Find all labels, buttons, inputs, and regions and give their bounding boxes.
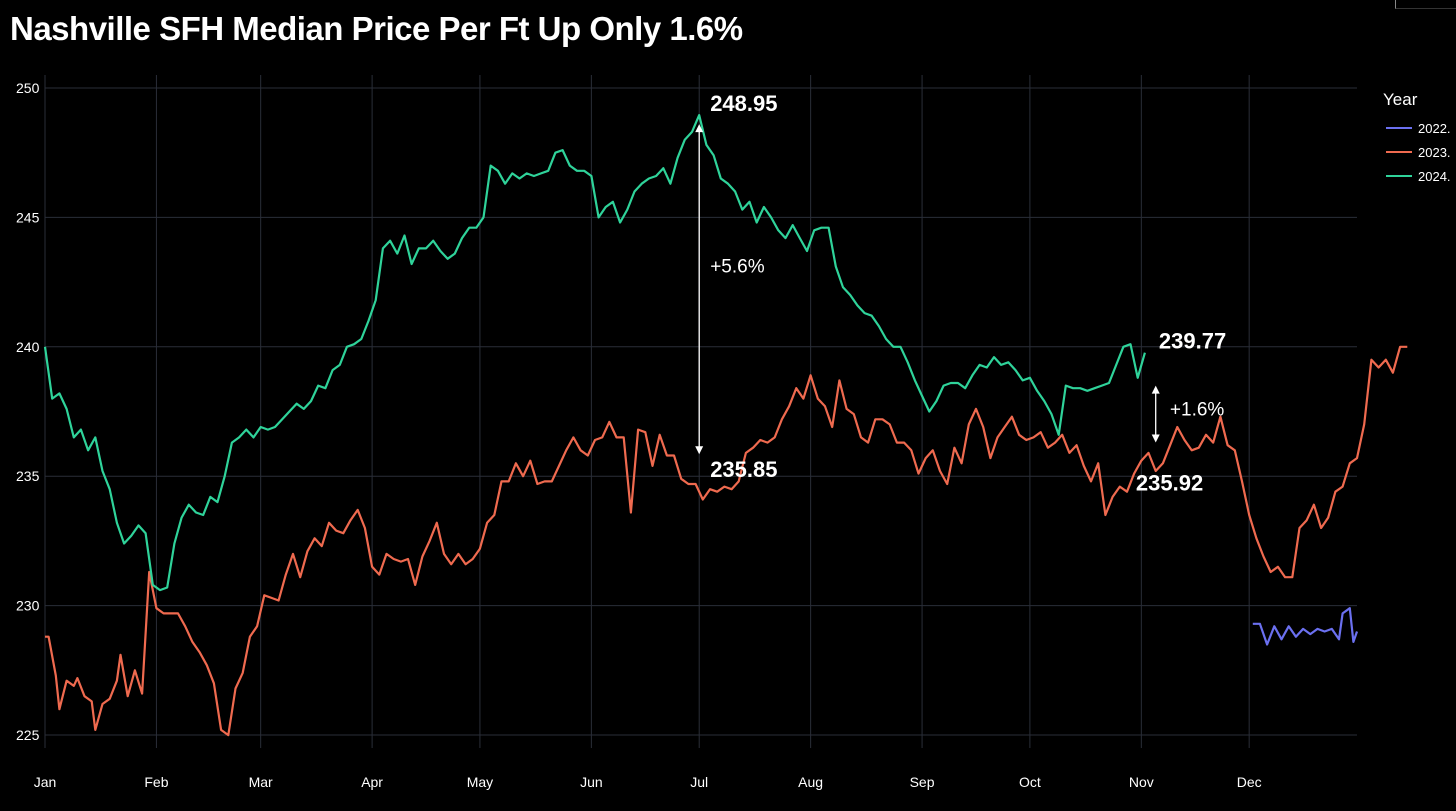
x-tick-label: Mar bbox=[249, 774, 273, 790]
series-line-2024 bbox=[43, 114, 1146, 592]
chart-title: Nashville SFH Median Price Per Ft Up Onl… bbox=[10, 10, 743, 47]
x-tick-label: May bbox=[467, 774, 493, 790]
annotation-value-2023-nov: 235.92 bbox=[1136, 470, 1203, 495]
y-axis: 225 230 235 240 245 250 bbox=[16, 80, 40, 743]
legend-item-2022[interactable]: 2022. bbox=[1383, 116, 1456, 140]
legend-label: 2024. bbox=[1418, 168, 1451, 184]
annotation-change-jul: +5.6% bbox=[710, 257, 765, 278]
x-tick-label: Jan bbox=[34, 774, 57, 790]
legend-item-2024[interactable]: 2024. bbox=[1383, 164, 1456, 188]
x-axis: Jan Feb Mar Apr May Jun Jul Aug Sep Oct Nov Dec bbox=[34, 774, 1262, 790]
y-tick-label: 240 bbox=[16, 339, 40, 355]
annotation-value-2023-jul: 235.85 bbox=[710, 457, 777, 482]
arrow-head-down bbox=[1151, 434, 1160, 443]
annotation-change-nov: +1.6% bbox=[1170, 399, 1225, 420]
y-tick-label: 230 bbox=[16, 598, 40, 614]
y-tick-label: 245 bbox=[16, 209, 40, 225]
legend-swatch bbox=[1386, 151, 1412, 153]
x-tick-label: Jul bbox=[690, 774, 708, 790]
legend-item-2023[interactable]: 2023. bbox=[1383, 140, 1456, 164]
legend[interactable]: Year 2022. 2023. 2024. bbox=[1383, 90, 1456, 188]
arrow-head-down bbox=[695, 446, 704, 455]
gridlines bbox=[44, 75, 1357, 748]
y-tick-label: 250 bbox=[16, 80, 40, 96]
x-tick-label: Dec bbox=[1237, 774, 1262, 790]
arrow-head-up bbox=[695, 124, 704, 133]
x-tick-label: Oct bbox=[1019, 774, 1041, 790]
series-line-2023 bbox=[45, 345, 1408, 737]
window-corner-edge bbox=[1395, 0, 1456, 9]
legend-swatch bbox=[1386, 175, 1412, 177]
arrow-head-up bbox=[1151, 385, 1160, 394]
double-arrow-jul bbox=[695, 124, 704, 455]
x-tick-label: Feb bbox=[144, 774, 168, 790]
x-tick-label: Sep bbox=[910, 774, 935, 790]
legend-title: Year bbox=[1383, 90, 1418, 109]
double-arrow-nov bbox=[1151, 385, 1160, 443]
annotation-peak-2024: 248.95 bbox=[710, 91, 777, 116]
x-tick-label: Jun bbox=[580, 774, 603, 790]
x-tick-label: Nov bbox=[1129, 774, 1154, 790]
x-tick-label: Apr bbox=[361, 774, 383, 790]
x-tick-label: Aug bbox=[798, 774, 823, 790]
series-line-2022 bbox=[1252, 607, 1359, 646]
legend-swatch bbox=[1386, 127, 1412, 129]
annotation-value-2024-nov: 239.77 bbox=[1159, 329, 1226, 354]
series-lines bbox=[43, 114, 1408, 737]
y-tick-label: 225 bbox=[16, 727, 40, 743]
legend-label: 2023. bbox=[1418, 144, 1451, 160]
legend-label: 2022. bbox=[1418, 120, 1451, 136]
y-tick-label: 235 bbox=[16, 468, 40, 484]
annotations: 248.95 235.85 +5.6% 239.77 235.92 +1.6% bbox=[695, 91, 1226, 495]
